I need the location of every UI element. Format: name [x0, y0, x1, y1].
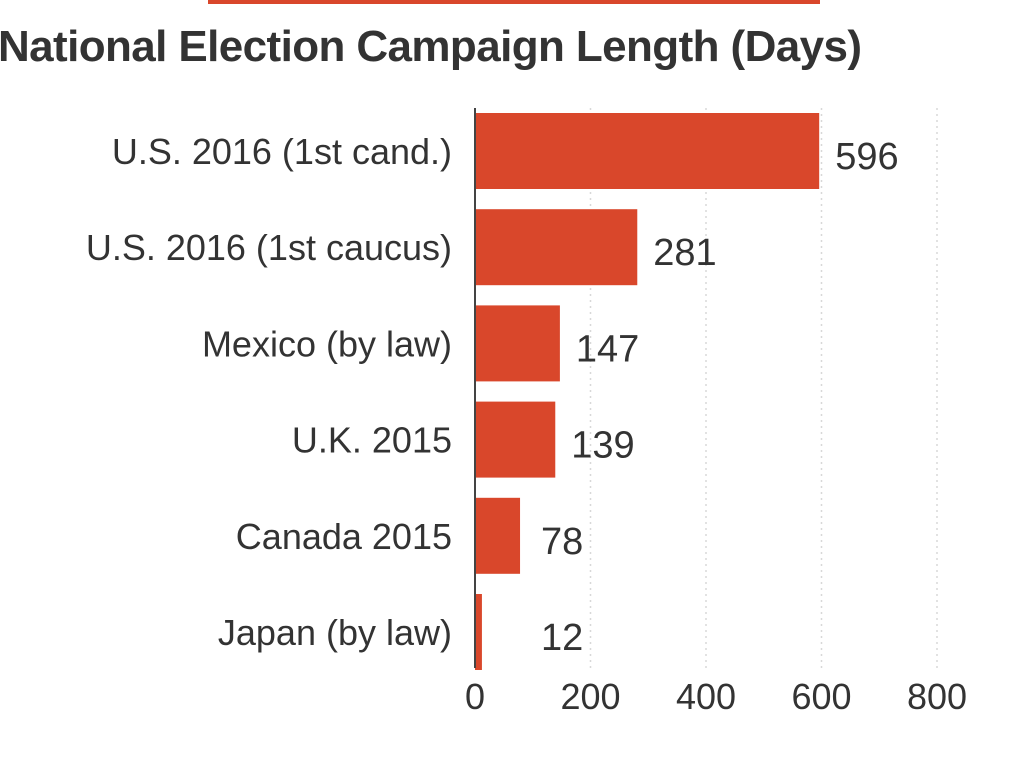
x-tick-label: 400	[676, 676, 736, 717]
x-tick-label: 800	[907, 676, 967, 717]
bar	[475, 594, 482, 670]
category-label: U.K. 2015	[292, 420, 452, 461]
x-tick-label: 600	[791, 676, 851, 717]
data-label: 139	[571, 425, 634, 467]
bar	[475, 401, 556, 478]
x-tick-label: 200	[560, 676, 620, 717]
category-label: Canada 2015	[236, 516, 452, 557]
data-label: 78	[541, 521, 583, 563]
data-label: 281	[653, 232, 716, 274]
bar	[475, 113, 820, 189]
category-label: Mexico (by law)	[202, 323, 452, 364]
chart-title: National Election Campaign Length (Days)	[0, 22, 862, 71]
data-label: 12	[541, 617, 583, 659]
bar	[475, 305, 560, 382]
category-label: U.S. 2016 (1st caucus)	[86, 227, 452, 268]
data-label: 596	[835, 136, 898, 178]
bar	[475, 497, 521, 574]
top-accent-rule	[208, 0, 820, 4]
category-label: Japan (by law)	[218, 612, 452, 653]
data-label: 147	[576, 328, 639, 370]
category-label: U.S. 2016 (1st cand.)	[112, 131, 452, 172]
x-tick-label: 0	[465, 676, 485, 717]
bar	[475, 209, 638, 286]
